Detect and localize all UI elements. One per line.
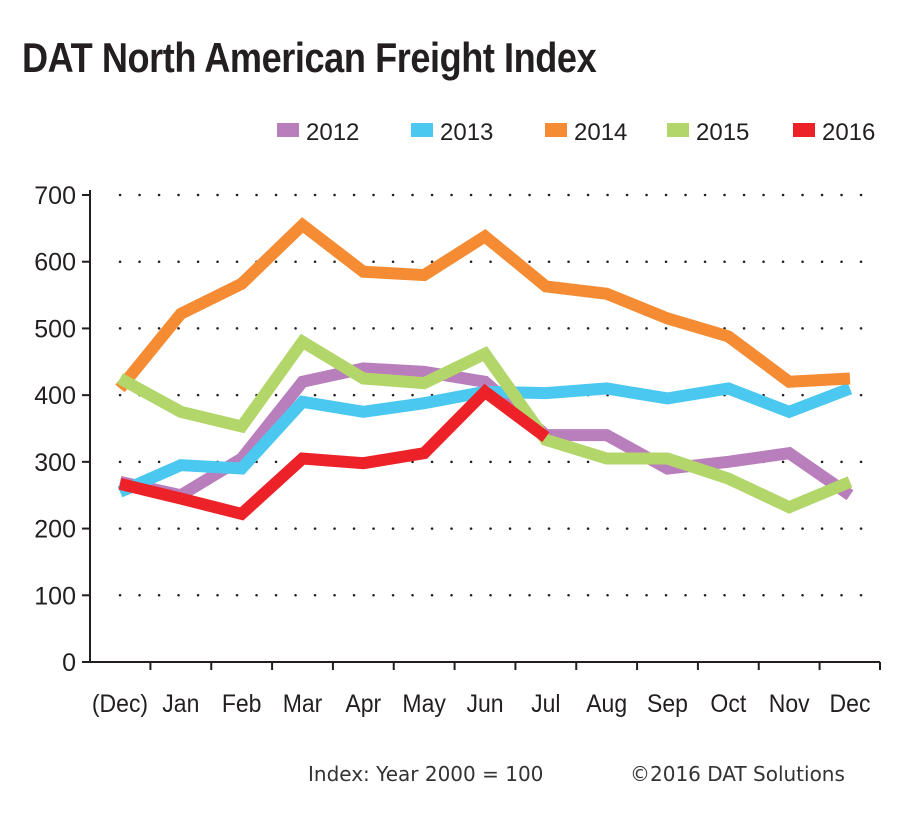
series-line-2015 — [117, 333, 853, 514]
x-tick-label: Oct — [710, 690, 746, 718]
y-tick-label: 300 — [34, 449, 76, 477]
chart-title: DAT North American Freight Index — [22, 34, 597, 81]
legend-label-2013: 2013 — [440, 119, 493, 146]
copyright-note: ©2016 DAT Solutions — [630, 762, 845, 786]
x-tick-label: Feb — [222, 690, 262, 718]
x-tick-label: May — [402, 690, 445, 718]
x-tick-label: Jan — [162, 690, 199, 718]
legend-swatch-2013 — [411, 123, 433, 137]
x-tick-label: Nov — [769, 690, 810, 718]
series-line-2014 — [115, 217, 851, 393]
y-tick-label: 600 — [34, 249, 76, 277]
x-tick-label: (Dec) — [92, 690, 148, 718]
legend-label-2016: 2016 — [822, 119, 875, 146]
x-tick-label: Mar — [283, 690, 323, 718]
legend-label-2014: 2014 — [574, 119, 627, 146]
x-tick-label: Sep — [647, 690, 688, 718]
x-tick-label: Apr — [345, 690, 381, 718]
y-tick-label: 700 — [34, 182, 76, 210]
index-note: Index: Year 2000 = 100 — [308, 762, 544, 786]
y-tick-label: 100 — [34, 582, 76, 610]
y-tick-label: 400 — [34, 382, 76, 410]
y-tick-label: 0 — [62, 649, 76, 677]
x-tick-label: Dec — [830, 690, 871, 718]
y-tick-label: 200 — [34, 516, 76, 544]
x-tick-label: Jun — [466, 690, 503, 718]
legend-label-2012: 2012 — [306, 119, 359, 146]
legend-label-2015: 2015 — [696, 119, 749, 146]
series-line-2012 — [118, 362, 854, 502]
legend-swatch-2015 — [667, 123, 689, 137]
y-tick-label: 500 — [34, 315, 76, 343]
series-line-2013 — [117, 382, 853, 498]
legend-swatch-2016 — [793, 123, 815, 137]
legend-swatch-2012 — [277, 123, 299, 137]
x-tick-label: Jul — [531, 690, 560, 718]
series-line-2016 — [118, 383, 550, 521]
legend-swatch-2014 — [545, 123, 567, 137]
x-tick-label: Aug — [586, 690, 627, 718]
